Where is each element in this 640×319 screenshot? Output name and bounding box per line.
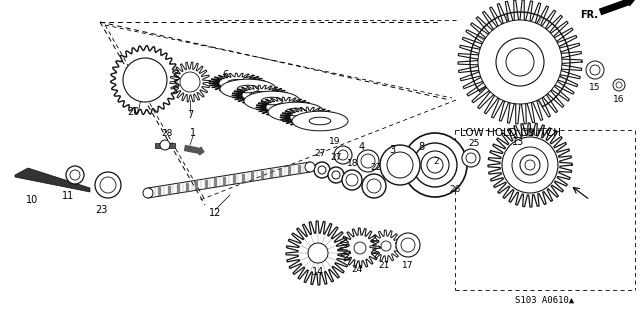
Text: 10: 10 — [26, 195, 38, 205]
Circle shape — [143, 188, 153, 198]
Text: 22: 22 — [371, 164, 381, 173]
Text: 14: 14 — [312, 267, 324, 277]
Text: 21: 21 — [378, 261, 390, 270]
Text: 27: 27 — [314, 149, 326, 158]
Text: 4: 4 — [359, 142, 365, 152]
Ellipse shape — [274, 104, 294, 110]
Ellipse shape — [244, 91, 300, 111]
Text: FR.: FR. — [580, 10, 598, 20]
Text: 6: 6 — [241, 77, 247, 87]
Ellipse shape — [298, 114, 318, 121]
Circle shape — [401, 238, 415, 252]
Text: 5: 5 — [253, 83, 259, 93]
Circle shape — [332, 171, 340, 179]
Circle shape — [590, 65, 600, 75]
Circle shape — [462, 149, 480, 167]
Text: 13: 13 — [512, 137, 524, 147]
Circle shape — [66, 166, 84, 184]
Circle shape — [314, 162, 330, 178]
Circle shape — [421, 151, 449, 179]
Circle shape — [318, 166, 326, 174]
Ellipse shape — [250, 92, 270, 99]
Ellipse shape — [261, 97, 283, 105]
Circle shape — [512, 147, 548, 183]
Ellipse shape — [227, 79, 247, 86]
Text: 1: 1 — [190, 128, 196, 138]
Text: 7: 7 — [187, 110, 193, 120]
Circle shape — [357, 150, 379, 172]
Ellipse shape — [285, 108, 307, 116]
Circle shape — [520, 155, 540, 175]
Text: 23: 23 — [95, 205, 107, 215]
Circle shape — [525, 160, 535, 170]
Text: 16: 16 — [613, 95, 625, 105]
Circle shape — [70, 170, 80, 180]
Text: 3: 3 — [389, 145, 395, 155]
Bar — [155, 143, 175, 148]
Polygon shape — [15, 168, 90, 192]
Text: 19: 19 — [329, 137, 340, 146]
Circle shape — [334, 146, 352, 164]
Text: 11: 11 — [62, 191, 74, 201]
Circle shape — [381, 241, 391, 251]
Text: 15: 15 — [589, 84, 601, 93]
Text: 12: 12 — [209, 208, 221, 218]
Text: 24: 24 — [351, 265, 363, 275]
Circle shape — [342, 170, 362, 190]
Circle shape — [427, 157, 443, 173]
Text: 28: 28 — [161, 129, 173, 137]
Circle shape — [308, 243, 328, 263]
Circle shape — [362, 174, 386, 198]
Circle shape — [100, 177, 116, 193]
Circle shape — [160, 140, 170, 150]
Circle shape — [613, 79, 625, 91]
Text: S103 A0610▲: S103 A0610▲ — [515, 295, 575, 305]
Ellipse shape — [220, 79, 276, 99]
Circle shape — [380, 145, 420, 185]
Text: 6: 6 — [289, 101, 295, 111]
Text: 6: 6 — [222, 70, 228, 80]
Circle shape — [478, 20, 562, 104]
Text: 5: 5 — [301, 107, 307, 117]
FancyArrow shape — [599, 0, 636, 15]
Text: 2: 2 — [433, 158, 439, 167]
Circle shape — [305, 162, 315, 172]
Circle shape — [180, 72, 200, 92]
Circle shape — [413, 143, 457, 187]
Circle shape — [123, 58, 167, 102]
Circle shape — [95, 172, 121, 198]
Text: 18: 18 — [348, 159, 359, 167]
Circle shape — [506, 48, 534, 76]
Circle shape — [396, 233, 420, 257]
Circle shape — [586, 61, 604, 79]
Text: 6: 6 — [265, 89, 271, 99]
Circle shape — [346, 174, 358, 186]
Circle shape — [367, 179, 381, 193]
Text: 27: 27 — [330, 153, 342, 162]
Circle shape — [496, 38, 544, 86]
Text: 5: 5 — [277, 95, 283, 105]
Circle shape — [387, 152, 413, 178]
Circle shape — [338, 150, 348, 160]
Text: 17: 17 — [403, 261, 413, 270]
Circle shape — [354, 242, 366, 254]
Text: LOW HOLD CLUTCH: LOW HOLD CLUTCH — [460, 128, 561, 138]
Circle shape — [328, 167, 344, 183]
Text: 25: 25 — [468, 138, 480, 147]
Ellipse shape — [268, 102, 324, 122]
Circle shape — [616, 82, 622, 88]
Circle shape — [502, 137, 558, 193]
Text: 20: 20 — [127, 107, 139, 117]
Circle shape — [466, 153, 476, 163]
FancyArrow shape — [184, 145, 204, 155]
Ellipse shape — [292, 111, 348, 131]
Circle shape — [403, 133, 467, 197]
Text: 8: 8 — [418, 142, 424, 152]
Circle shape — [361, 154, 375, 168]
Ellipse shape — [309, 117, 331, 125]
Ellipse shape — [237, 85, 259, 93]
Text: 26: 26 — [449, 186, 461, 195]
Text: 9: 9 — [527, 128, 533, 138]
